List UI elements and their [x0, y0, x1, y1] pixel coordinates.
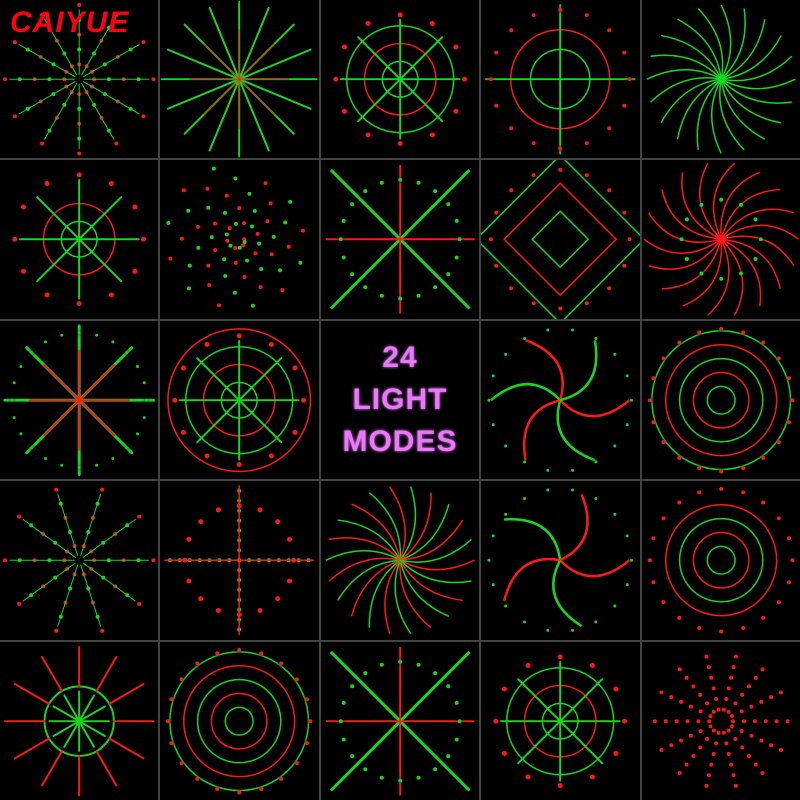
pattern-cell	[321, 642, 479, 800]
pattern-cell	[481, 642, 639, 800]
pattern-cell	[481, 481, 639, 639]
pattern-cell	[321, 0, 479, 158]
pattern-cell	[642, 481, 800, 639]
pattern-grid: 24LIGHTMODES	[0, 0, 800, 800]
pattern-cell	[160, 321, 318, 479]
title-cell: 24LIGHTMODES	[321, 321, 479, 479]
pattern-cell	[481, 0, 639, 158]
pattern-cell	[642, 0, 800, 158]
pattern-cell	[642, 642, 800, 800]
pattern-cell	[0, 321, 158, 479]
pattern-cell	[642, 160, 800, 318]
pattern-cell	[160, 160, 318, 318]
pattern-cell	[321, 160, 479, 318]
pattern-cell	[642, 321, 800, 479]
pattern-cell	[321, 481, 479, 639]
brand-label: CAIYUE	[10, 6, 129, 40]
pattern-cell	[481, 321, 639, 479]
pattern-cell	[0, 642, 158, 800]
pattern-cell	[0, 481, 158, 639]
pattern-cell	[160, 642, 318, 800]
title-text: 24LIGHTMODES	[342, 337, 457, 463]
pattern-cell	[481, 160, 639, 318]
pattern-cell	[0, 160, 158, 318]
brand-text: CAIYUE	[10, 6, 129, 39]
pattern-cell	[160, 481, 318, 639]
pattern-cell	[160, 0, 318, 158]
